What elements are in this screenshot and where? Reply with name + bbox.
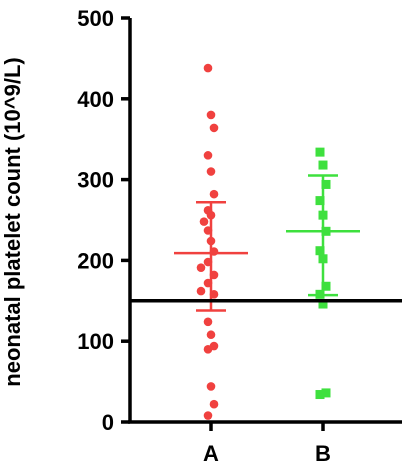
data-point-a <box>196 263 206 272</box>
data-point-b <box>318 254 328 264</box>
y-tick-label-200: 200 <box>77 248 114 273</box>
series-b <box>286 147 360 400</box>
data-point-a <box>199 217 209 226</box>
data-point-b <box>315 147 325 157</box>
y-ticks: 0 100 200 300 400 500 <box>77 6 130 435</box>
data-point-a <box>203 151 213 160</box>
x-tick-label-a: A <box>203 441 219 466</box>
data-point-a <box>203 317 213 327</box>
data-point-b <box>315 246 325 256</box>
data-point-a <box>206 382 216 391</box>
plot-area <box>130 63 402 420</box>
x-tick-label-b: B <box>315 441 331 466</box>
data-point-b <box>321 226 331 236</box>
y-tick-label-0: 0 <box>102 410 114 435</box>
data-point-a <box>206 236 216 246</box>
data-point-b <box>318 299 328 309</box>
series-a <box>174 63 248 420</box>
data-point-a <box>209 290 219 299</box>
data-point-a <box>209 123 219 133</box>
data-point-b <box>318 210 328 220</box>
data-point-a <box>206 330 216 340</box>
data-point-a <box>203 257 213 267</box>
y-tick-label-100: 100 <box>77 329 114 354</box>
data-point-a <box>206 167 216 176</box>
y-axis-title: neonatal platelet count (10^9/L) <box>0 57 25 386</box>
data-point-b <box>321 281 331 291</box>
y-tick-label-300: 300 <box>77 168 114 193</box>
data-point-b <box>315 289 325 299</box>
data-point-a <box>203 226 213 235</box>
data-point-b <box>315 196 325 206</box>
data-point-a <box>206 210 216 220</box>
data-point-a <box>209 399 219 409</box>
data-point-a <box>209 247 219 256</box>
data-point-b <box>315 390 325 400</box>
y-tick-label-400: 400 <box>77 87 114 112</box>
data-point-a <box>209 270 219 280</box>
data-point-a <box>206 110 216 120</box>
data-point-b <box>321 388 331 398</box>
y-tick-label-500: 500 <box>77 6 114 31</box>
data-point-a <box>203 344 213 354</box>
data-point-a <box>209 189 219 199</box>
data-point-a <box>203 278 213 288</box>
data-point-a <box>203 411 213 420</box>
data-point-b <box>321 179 331 189</box>
y-axis: 0 100 200 300 400 500 <box>77 6 132 435</box>
data-point-b <box>318 160 328 170</box>
data-point-a <box>203 63 213 73</box>
data-point-a <box>196 286 206 296</box>
